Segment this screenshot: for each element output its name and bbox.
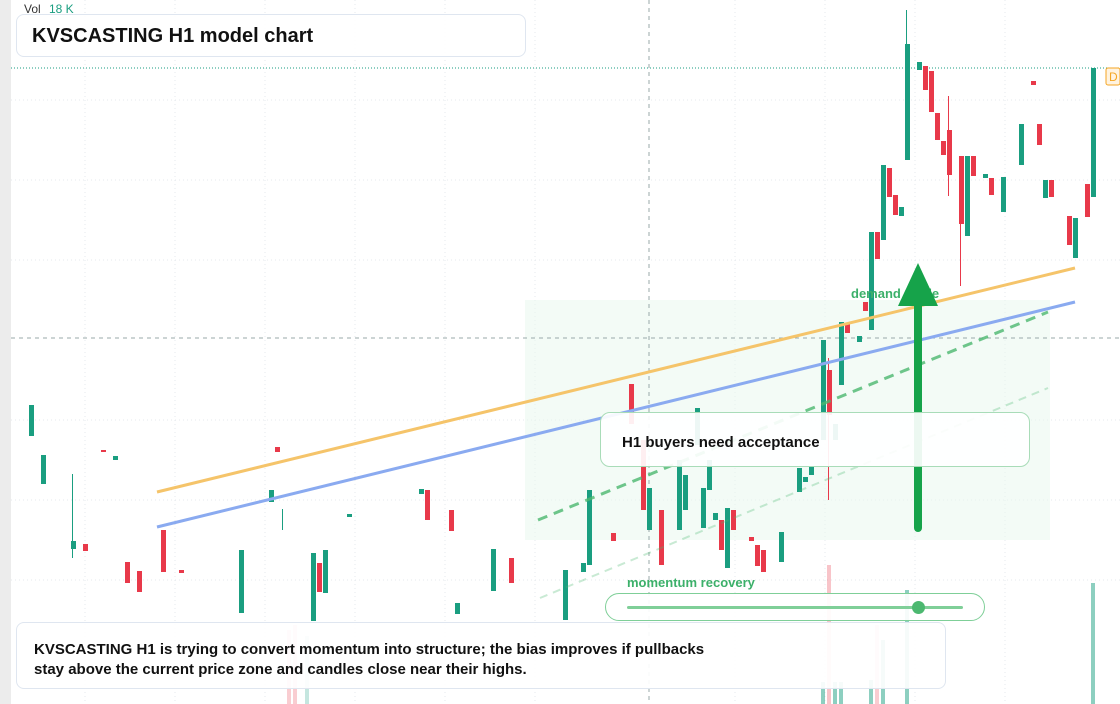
slider-label: momentum recovery [627, 575, 755, 590]
callout: H1 buyers need acceptance [600, 412, 1030, 467]
slider-track [627, 606, 963, 609]
title: KVSCASTING H1 model chart [32, 25, 314, 47]
vol-value: 18 K [49, 2, 74, 16]
trend-green-light [539, 387, 1049, 599]
left-strip [0, 0, 11, 704]
price-tag-text: D [1109, 70, 1118, 84]
candles [29, 10, 1096, 621]
price-tag [1105, 67, 1120, 86]
summary: KVSCASTING H1 is trying to convert momen… [34, 640, 704, 680]
slider-knob [912, 601, 925, 614]
vol-label: Vol [24, 2, 41, 16]
callout-text: H1 buyers need acceptance [622, 434, 820, 451]
title-box: KVSCASTING H1 model chart [16, 14, 526, 57]
summary-box: KVSCASTING H1 is trying to convert momen… [16, 622, 946, 689]
summary-line: KVSCASTING H1 is trying to convert momen… [34, 641, 705, 658]
summary-line: stay above the current price zone and ca… [34, 661, 527, 678]
slider [605, 593, 985, 621]
arrow-head [898, 263, 938, 306]
